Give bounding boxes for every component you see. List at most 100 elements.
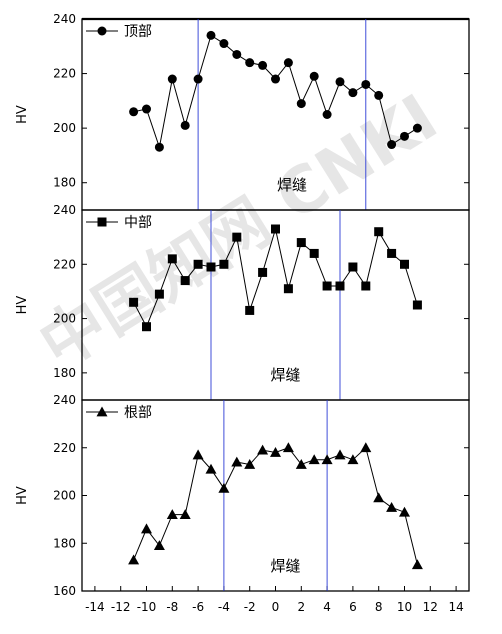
data-point <box>399 506 410 517</box>
data-point <box>244 458 256 469</box>
data-point <box>335 77 345 87</box>
data-point <box>219 259 229 269</box>
data-point <box>387 248 397 258</box>
legend-label-top: 顶部 <box>124 24 152 40</box>
x-tick-label: 2 <box>297 600 305 614</box>
data-point <box>141 523 152 534</box>
x-tick-label: -10 <box>137 600 157 614</box>
data-point <box>166 509 178 519</box>
y-axis-label-middle: HV <box>15 296 30 315</box>
weld-zone-annotation: 焊缝 <box>270 557 300 575</box>
data-point <box>205 463 217 474</box>
data-point <box>193 74 203 84</box>
x-tick-label: -6 <box>192 600 204 614</box>
data-point <box>400 259 409 269</box>
data-point <box>270 447 281 457</box>
data-point <box>283 284 293 294</box>
data-point <box>386 501 398 512</box>
data-point <box>309 248 319 258</box>
data-point <box>257 444 269 455</box>
data-point <box>129 107 139 117</box>
y-tick-label: 240 <box>53 12 76 26</box>
legend-label-bottom: 根部 <box>124 405 152 421</box>
data-point <box>245 58 255 68</box>
data-point <box>129 297 139 307</box>
data-point <box>347 454 359 465</box>
data-point <box>411 559 423 570</box>
y-tick-label: 200 <box>53 489 76 503</box>
data-point <box>218 482 230 493</box>
y-tick-label: 220 <box>53 257 76 271</box>
y-axis-label-top: HV <box>15 105 30 124</box>
data-point <box>180 120 190 130</box>
x-tick-label: 10 <box>397 600 412 614</box>
weld-zone-annotation: 焊缝 <box>270 366 300 384</box>
y-axis-label-bottom: HV <box>15 486 30 505</box>
data-point <box>295 458 307 469</box>
data-point <box>373 492 385 503</box>
x-tick-label: -8 <box>166 600 178 614</box>
data-point <box>321 454 333 465</box>
data-point <box>374 227 384 237</box>
y-tick-label: 180 <box>53 176 76 190</box>
x-tick-label: 12 <box>423 600 438 614</box>
data-point <box>296 238 306 248</box>
data-point <box>206 262 216 272</box>
data-point <box>258 60 268 70</box>
data-point <box>142 322 151 332</box>
x-tick-label: -2 <box>244 600 256 614</box>
data-point <box>128 554 140 565</box>
y-tick-label: 180 <box>53 366 76 380</box>
x-tick-label: 0 <box>272 600 280 614</box>
data-point <box>167 74 177 84</box>
data-point <box>154 289 164 299</box>
data-point <box>206 30 216 40</box>
data-point <box>348 262 358 272</box>
legend-marker <box>96 406 108 417</box>
data-point <box>154 142 164 152</box>
data-point <box>361 281 371 291</box>
data-point <box>193 259 203 269</box>
data-point <box>153 540 165 551</box>
data-point <box>334 449 346 460</box>
y-tick-label: 200 <box>53 312 76 326</box>
data-point <box>360 442 372 453</box>
weld-zone-annotation: 焊缝 <box>277 176 307 194</box>
data-point <box>271 224 280 234</box>
legend-marker <box>97 217 107 227</box>
data-point <box>400 131 409 141</box>
x-tick-label: -12 <box>111 600 131 614</box>
data-point <box>283 58 293 68</box>
x-tick-label: 4 <box>323 600 331 614</box>
data-point <box>374 90 384 100</box>
data-point <box>167 254 177 264</box>
x-tick-label: -4 <box>218 600 230 614</box>
legend-label-middle: 中部 <box>124 215 152 231</box>
data-point <box>309 71 319 81</box>
data-point <box>335 281 345 291</box>
series-line-bottom <box>133 446 418 565</box>
data-point <box>322 110 332 119</box>
data-point <box>180 276 190 286</box>
y-tick-label: 200 <box>53 121 76 135</box>
x-tick-label: -14 <box>85 600 105 614</box>
y-tick-label: 220 <box>53 441 76 455</box>
x-tick-label: 14 <box>448 600 463 614</box>
y-tick-label: 160 <box>53 584 76 598</box>
x-tick-label: 6 <box>349 600 357 614</box>
data-point <box>348 88 358 98</box>
data-point <box>387 140 397 150</box>
data-point <box>308 454 320 465</box>
data-point <box>232 49 242 59</box>
data-point <box>258 267 268 277</box>
panels: 180200220240HV焊缝顶部180200220240HV焊缝中部1601… <box>15 12 470 614</box>
data-point <box>271 74 280 84</box>
y-tick-label: 240 <box>53 203 76 217</box>
data-point <box>245 305 255 315</box>
legend-marker <box>97 26 107 36</box>
data-point <box>231 456 243 467</box>
y-tick-label: 220 <box>53 67 76 81</box>
